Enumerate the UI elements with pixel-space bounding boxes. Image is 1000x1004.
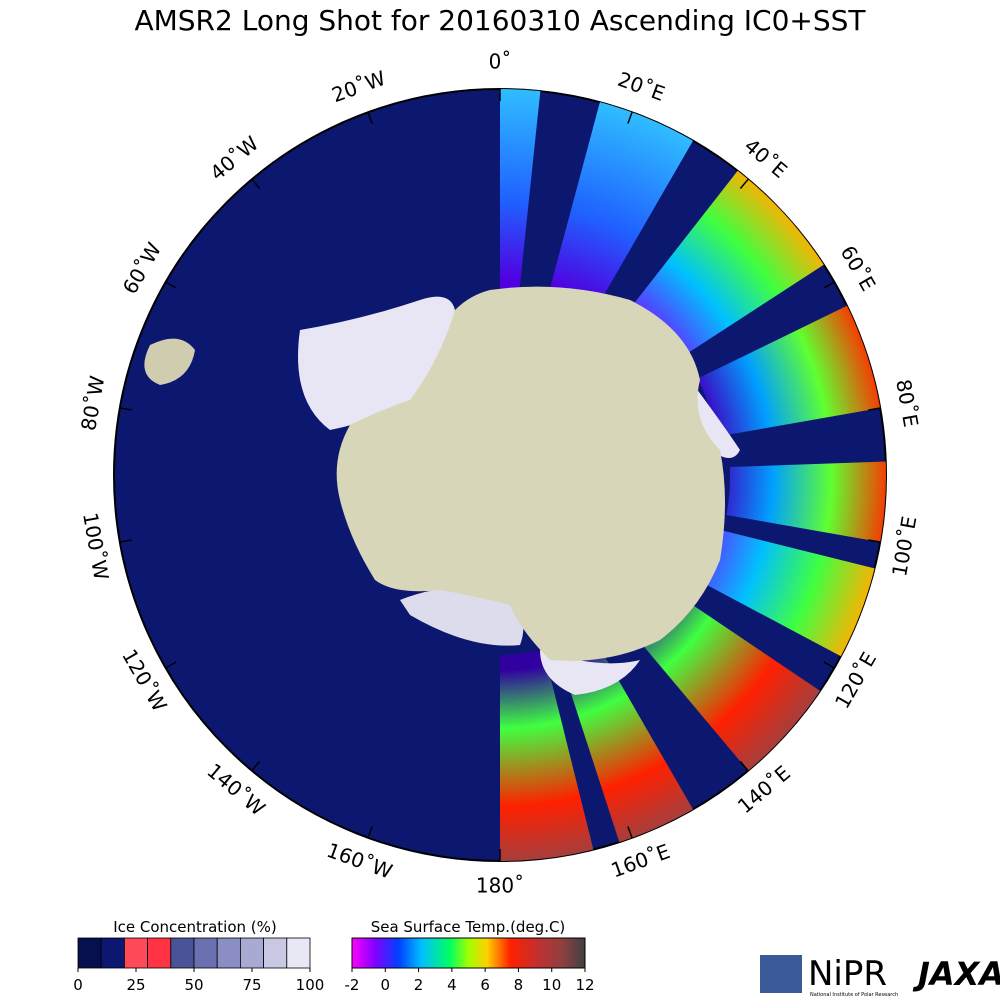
meridian-tick — [868, 539, 881, 543]
nipr-full-name: National Institute of Polar Research — [810, 992, 898, 998]
sst-swath — [697, 299, 886, 437]
ice-colorbar-segment — [77, 937, 102, 969]
colorbar-tick-label: 0 — [381, 976, 391, 994]
sst-colorbar — [351, 937, 586, 969]
longitude-label: 0˚ — [489, 50, 512, 74]
meridian-tick — [367, 826, 373, 838]
meridian-tick — [739, 178, 749, 189]
east-ice — [540, 650, 640, 695]
meridian-tick — [251, 178, 261, 189]
meridian-tick — [367, 112, 373, 124]
longitude-label: 60˚E — [836, 241, 881, 295]
longitude-label: 20˚E — [615, 67, 668, 106]
colorbar-tick-label: 25 — [126, 976, 145, 994]
nipr-icon — [760, 955, 802, 993]
longitude-label: 180˚ — [476, 874, 524, 898]
ice-colorbar-segment — [239, 937, 264, 969]
sst-swaths — [500, 89, 886, 861]
land-and-ice — [144, 286, 740, 695]
colorbar-tick-label: 2 — [414, 976, 424, 994]
colorbar-tick-label: 12 — [575, 976, 594, 994]
meridian-tick — [119, 539, 132, 543]
longitude-label: 20˚W — [329, 66, 389, 108]
ice-colorbar-segment — [124, 937, 149, 969]
meridian-tick — [627, 112, 633, 124]
meridian-tick — [251, 761, 261, 772]
colorbar-tick-label: 100 — [296, 976, 325, 994]
longitude-label: 160˚E — [608, 839, 673, 882]
longitude-label: 80˚W — [76, 374, 109, 433]
sst-swath — [546, 89, 700, 320]
logos: NiPR National Institute of Polar Researc… — [760, 954, 1000, 998]
colorbar-tick-label: 8 — [514, 976, 524, 994]
longitude-label: 80˚E — [891, 377, 923, 429]
sst-swath — [561, 648, 700, 856]
jaxa-logo: JAXA — [912, 955, 1000, 993]
longitude-label: 60˚W — [118, 238, 167, 298]
longitude-label: 160˚W — [324, 838, 396, 884]
longitude-label: 100˚E — [887, 514, 921, 578]
antarctica — [336, 286, 725, 661]
colorbar-tick-label: -2 — [345, 976, 360, 994]
longitude-label: 40˚E — [740, 134, 792, 183]
meridian-tick — [868, 407, 881, 411]
nipr-logo: NiPR — [808, 954, 887, 994]
ice-colorbar-segment — [263, 937, 288, 969]
sst-legend-title: Sea Surface Temp.(deg.C) — [371, 918, 566, 936]
meridian-tick — [627, 826, 633, 838]
meridian-tick — [823, 661, 835, 669]
longitude-label: 100˚W — [78, 511, 113, 582]
sst-swath — [628, 586, 832, 782]
sst-swath — [726, 461, 886, 545]
colorbar-tick-label: 6 — [480, 976, 490, 994]
ross-ice — [400, 586, 524, 646]
meridian-tick — [119, 407, 132, 411]
sst-swath — [694, 528, 886, 663]
ice-colorbar-segment — [286, 937, 311, 969]
ice-colorbar-segment — [193, 937, 218, 969]
meridian-tick — [823, 281, 835, 289]
ice-colorbar-segment — [170, 937, 195, 969]
south-america — [144, 338, 195, 385]
legends: Ice Concentration (%) Sea Surface Temp.(… — [73, 918, 594, 994]
sst-swath — [500, 649, 597, 861]
colorbar-tick-label: 75 — [242, 976, 261, 994]
ice-colorbar-segment — [100, 937, 125, 969]
colorbar-tick-label: 50 — [184, 976, 203, 994]
meridian-tick — [165, 661, 177, 669]
colorbar-tick-label: 0 — [73, 976, 83, 994]
ice-legend-title: Ice Concentration (%) — [113, 918, 277, 936]
ice-colorbar-segment — [216, 937, 241, 969]
ice-colorbar-segment — [147, 937, 172, 969]
sst-swath — [500, 89, 542, 296]
colorbar-tick-label: 10 — [542, 976, 561, 994]
meridian-tick — [165, 281, 177, 289]
map-title: AMSR2 Long Shot for 20160310 Ascending I… — [134, 4, 866, 37]
colorbar-tick-label: 4 — [447, 976, 457, 994]
meridian-tick — [739, 761, 749, 772]
